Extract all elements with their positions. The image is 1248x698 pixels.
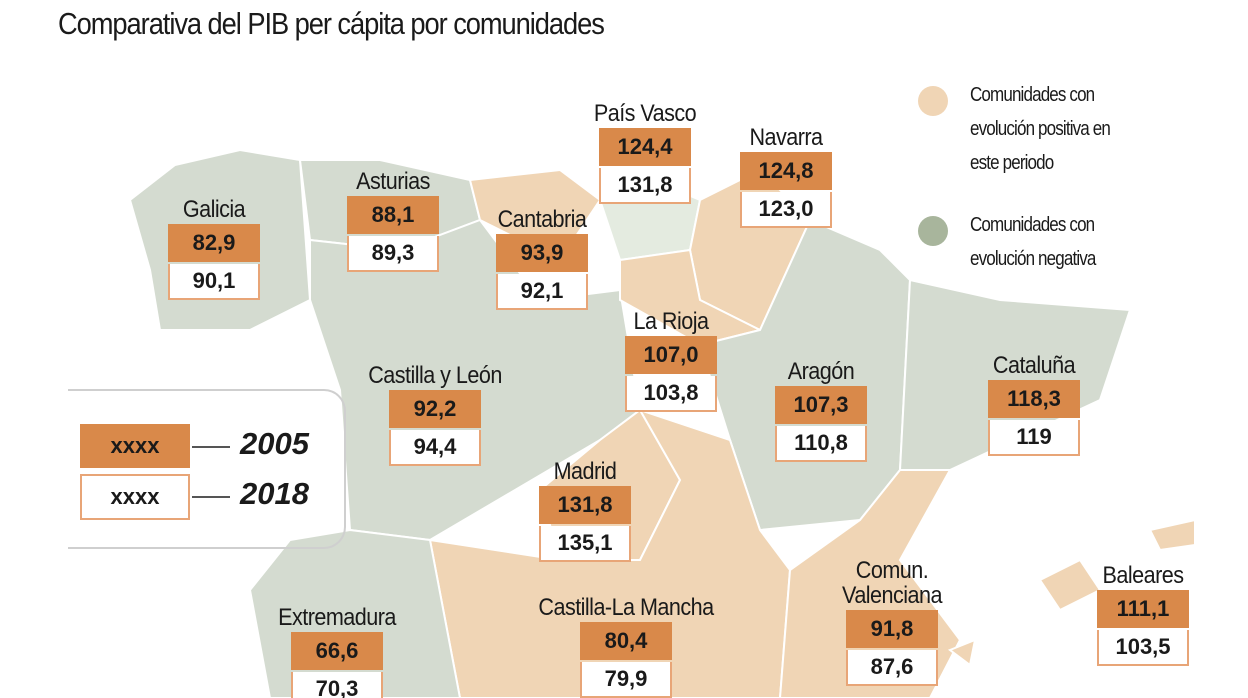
positive-dot-icon bbox=[918, 86, 948, 116]
key-positive-label: Comunidades con evolución positiva en es… bbox=[970, 84, 1111, 174]
value-2018: 103,8 bbox=[625, 376, 717, 412]
region-asturias: Asturias 88,1 89,3 bbox=[347, 169, 439, 272]
legend-2018-swatch: xxxx bbox=[80, 474, 190, 520]
legend-2005-label: 2005 bbox=[240, 426, 309, 461]
region-name: Castilla y León bbox=[368, 362, 502, 389]
legend-2018-label: 2018 bbox=[240, 476, 309, 511]
negative-dot-icon bbox=[918, 216, 948, 246]
region-madrid: Madrid 131,8 135,1 bbox=[539, 459, 631, 562]
value-2005: 66,6 bbox=[291, 632, 383, 670]
legend-connector bbox=[192, 446, 230, 448]
value-2018: 92,1 bbox=[496, 274, 588, 310]
region-name: Galicia bbox=[182, 196, 246, 223]
value-2018: 119 bbox=[988, 420, 1080, 456]
value-2018: 123,0 bbox=[740, 192, 832, 228]
region-galicia: Galicia 82,9 90,1 bbox=[168, 197, 260, 300]
value-2005: 124,4 bbox=[599, 128, 691, 166]
region-aragon: Aragón 107,3 110,8 bbox=[775, 359, 867, 462]
region-name: Navarra bbox=[749, 124, 823, 151]
value-2018: 131,8 bbox=[599, 168, 691, 204]
region-extremadura: Extremadura 66,6 70,3 bbox=[278, 605, 396, 698]
region-name: Cantabria bbox=[497, 206, 587, 233]
value-2018: 103,5 bbox=[1097, 630, 1189, 666]
region-name: Madrid bbox=[553, 458, 617, 485]
region-name: Aragón bbox=[787, 358, 855, 385]
value-2005: 124,8 bbox=[740, 152, 832, 190]
value-2018: 94,4 bbox=[389, 430, 481, 466]
value-2005: 107,0 bbox=[625, 336, 717, 374]
value-2005: 92,2 bbox=[389, 390, 481, 428]
region-name: Castilla-La Mancha bbox=[538, 594, 714, 621]
value-2018: 135,1 bbox=[539, 526, 631, 562]
value-2005: 82,9 bbox=[168, 224, 260, 262]
value-2005: 131,8 bbox=[539, 486, 631, 524]
region-baleares: Baleares 111,1 103,5 bbox=[1097, 563, 1189, 666]
legend-connector bbox=[192, 496, 230, 498]
value-2018: 90,1 bbox=[168, 264, 260, 300]
legend-2005-swatch: xxxx bbox=[80, 424, 190, 468]
region-pais-vasco: País Vasco 124,4 131,8 bbox=[594, 101, 697, 204]
page-title: Comparativa del PIB per cápita por comun… bbox=[58, 6, 605, 41]
region-name: La Rioja bbox=[633, 308, 709, 335]
year-legend bbox=[68, 389, 346, 549]
value-2005: 111,1 bbox=[1097, 590, 1189, 628]
value-2018: 87,6 bbox=[846, 650, 938, 686]
region-name: Extremadura bbox=[278, 604, 396, 631]
value-2005: 93,9 bbox=[496, 234, 588, 272]
region-navarra: Navarra 124,8 123,0 bbox=[740, 125, 832, 228]
region-name: Comun. Valenciana bbox=[842, 557, 942, 609]
region-cataluna: Cataluña 118,3 119 bbox=[988, 353, 1080, 456]
region-name: País Vasco bbox=[593, 100, 697, 127]
value-2018: 89,3 bbox=[347, 236, 439, 272]
region-castilla-la-mancha: Castilla-La Mancha 80,4 79,9 bbox=[538, 595, 714, 698]
value-2005: 107,3 bbox=[775, 386, 867, 424]
region-name: Asturias bbox=[356, 168, 430, 195]
region-castilla-y-leon: Castilla y León 92,2 94,4 bbox=[368, 363, 502, 466]
region-cantabria: Cantabria 93,9 92,1 bbox=[496, 207, 588, 310]
value-2005: 118,3 bbox=[988, 380, 1080, 418]
value-2018: 70,3 bbox=[291, 672, 383, 698]
value-2005: 80,4 bbox=[580, 622, 672, 660]
region-comunidad-valenciana: Comun. Valenciana 91,8 87,6 bbox=[842, 558, 942, 686]
region-name: Cataluña bbox=[992, 352, 1076, 379]
value-2005: 88,1 bbox=[347, 196, 439, 234]
key-negative-label: Comunidades con evolución negativa bbox=[970, 214, 1096, 270]
value-2018: 79,9 bbox=[580, 662, 672, 698]
value-2005: 91,8 bbox=[846, 610, 938, 648]
region-la-rioja: La Rioja 107,0 103,8 bbox=[625, 309, 717, 412]
region-name: Baleares bbox=[1102, 562, 1184, 589]
value-2018: 110,8 bbox=[775, 426, 867, 462]
